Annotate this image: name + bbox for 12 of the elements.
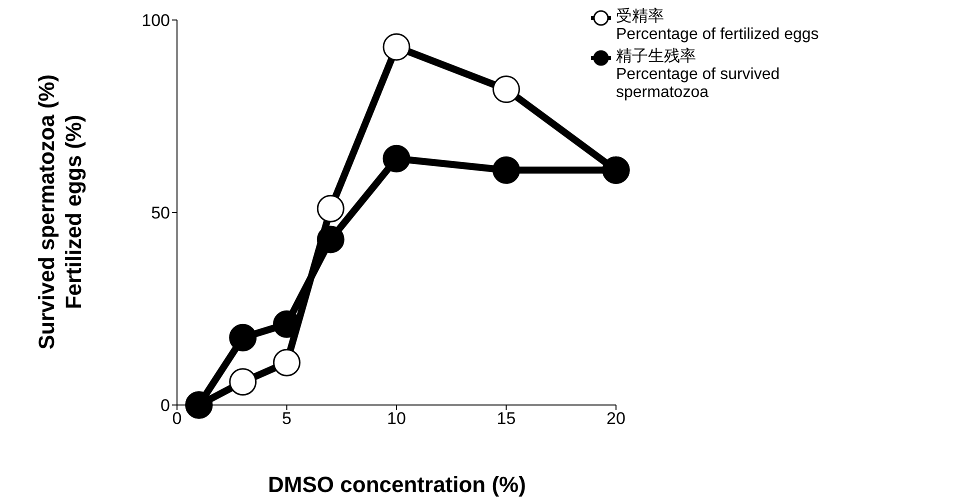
y-tick-label: 100 (142, 11, 170, 30)
y-axis-title: Survived spermatozoa (%) Fertilized eggs (%) (33, 74, 87, 350)
x-tick-label: 5 (282, 409, 292, 428)
legend-label: 精子生残率 Percentage of survived spermatozoa (616, 48, 780, 102)
x-tick-label: 10 (387, 409, 406, 428)
y-tick-label: 50 (151, 204, 170, 223)
legend-label: 受精率 Percentage of fertilized eggs (616, 8, 819, 44)
x-axis-title: DMSO concentration (%) (268, 472, 526, 498)
y-tick-label: 0 (160, 396, 170, 416)
x-tick-label: 20 (606, 409, 626, 428)
x-tick-label: 15 (496, 409, 516, 428)
x-tick-label: 0 (172, 409, 182, 428)
